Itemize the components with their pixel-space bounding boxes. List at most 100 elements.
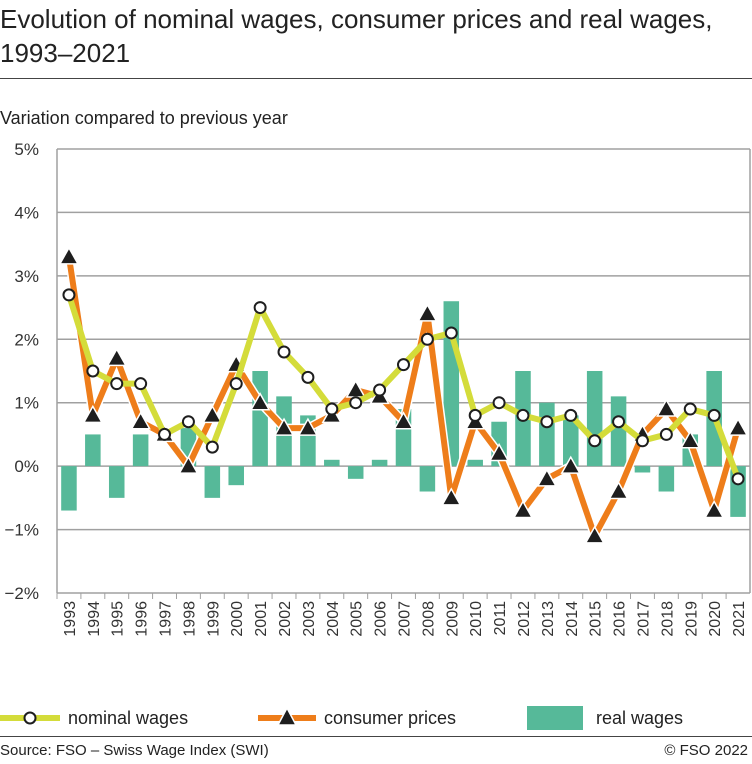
bar-real-wages bbox=[610, 396, 627, 467]
marker-consumer-prices bbox=[273, 417, 295, 436]
bar-real-wages bbox=[539, 402, 555, 467]
y-tick-label: 5% bbox=[14, 140, 39, 159]
bar-real-wages bbox=[563, 415, 579, 467]
x-tick-label: 2001 bbox=[253, 601, 270, 637]
x-tick-label: 2004 bbox=[325, 601, 342, 637]
x-tick-label: 2011 bbox=[492, 601, 509, 636]
y-tick-label: 0% bbox=[14, 457, 39, 476]
marker-nominal-wages bbox=[444, 326, 458, 340]
marker-consumer-prices bbox=[656, 398, 677, 417]
x-tick-label: 2009 bbox=[444, 601, 461, 637]
bar-real-wages bbox=[252, 371, 268, 467]
y-tick-label: 4% bbox=[14, 203, 39, 222]
marker-nominal-wages bbox=[301, 370, 315, 384]
marker-nominal-wages bbox=[468, 408, 482, 422]
marker-nominal-wages bbox=[62, 288, 76, 302]
copyright: © FSO 2022 bbox=[664, 742, 748, 759]
legend-real-label: real wages bbox=[596, 708, 683, 728]
marker-consumer-prices bbox=[512, 500, 534, 519]
x-tick-label: 1993 bbox=[62, 601, 79, 637]
y-tick-label: −2% bbox=[5, 584, 40, 603]
x-tick-label: 1998 bbox=[181, 601, 198, 637]
legend-cpi-label: consumer prices bbox=[324, 708, 456, 728]
line-consumer-prices bbox=[65, 256, 741, 539]
legend-cpi-marker bbox=[276, 706, 298, 726]
x-tick-label: 2012 bbox=[516, 601, 533, 637]
x-tick-label: 2007 bbox=[397, 601, 414, 637]
x-tick-label: 2014 bbox=[564, 601, 581, 637]
x-tick-label: 1995 bbox=[110, 601, 127, 637]
marker-nominal-wages bbox=[325, 402, 339, 416]
x-tick-label: 2000 bbox=[229, 601, 246, 637]
marker-consumer-prices bbox=[727, 417, 749, 436]
x-tick-label: 2019 bbox=[683, 601, 700, 637]
y-tick-label: 2% bbox=[14, 330, 39, 349]
marker-nominal-wages bbox=[158, 427, 172, 441]
y-tick-label: 1% bbox=[14, 394, 39, 413]
bar-real-wages bbox=[419, 466, 436, 492]
bar-real-wages bbox=[108, 466, 125, 498]
line-consumer-prices-halo bbox=[64, 256, 743, 541]
marker-nominal-wages bbox=[659, 427, 673, 441]
marker-nominal-wages bbox=[181, 415, 195, 429]
chart-title: Evolution of nominal wages, consumer pri… bbox=[0, 4, 713, 68]
marker-nominal-wages bbox=[277, 345, 291, 359]
marker-nominal-wages bbox=[731, 472, 745, 486]
y-tick-label: −1% bbox=[5, 521, 40, 540]
x-tick-label: 2021 bbox=[731, 601, 748, 637]
marker-nominal-wages bbox=[420, 332, 434, 346]
x-tick-label: 2018 bbox=[659, 601, 676, 637]
marker-consumer-prices bbox=[679, 430, 701, 449]
bar-real-wages bbox=[85, 434, 101, 467]
chart-subtitle: Variation compared to previous year bbox=[0, 108, 288, 128]
marker-consumer-prices bbox=[58, 246, 80, 265]
x-tick-label: 2016 bbox=[612, 601, 629, 637]
marker-nominal-wages bbox=[588, 434, 602, 448]
marker-consumer-prices bbox=[488, 442, 510, 462]
marker-nominal-wages bbox=[134, 377, 148, 391]
bar-real-wages bbox=[467, 459, 483, 467]
marker-consumer-prices bbox=[608, 480, 629, 500]
marker-consumer-prices bbox=[393, 411, 414, 430]
y-tick-label: 3% bbox=[14, 267, 39, 286]
marker-nominal-wages bbox=[492, 396, 506, 410]
marker-consumer-prices bbox=[560, 455, 582, 474]
marker-consumer-prices bbox=[249, 392, 271, 411]
bar-real-wages bbox=[658, 466, 675, 492]
bar-real-wages bbox=[347, 466, 364, 479]
bar-real-wages bbox=[204, 466, 221, 498]
x-tick-label: 1997 bbox=[158, 601, 175, 637]
x-tick-label: 1999 bbox=[205, 601, 222, 637]
marker-nominal-wages bbox=[612, 415, 626, 429]
x-tick-label: 2008 bbox=[420, 601, 437, 637]
bar-real-wages bbox=[586, 371, 603, 467]
marker-nominal-wages bbox=[253, 301, 267, 315]
marker-nominal-wages bbox=[349, 396, 363, 410]
marker-consumer-prices bbox=[417, 303, 438, 322]
marker-nominal-wages bbox=[707, 408, 721, 422]
bar-real-wages bbox=[324, 459, 340, 467]
x-tick-label: 2020 bbox=[707, 601, 724, 637]
marker-nominal-wages bbox=[205, 440, 219, 454]
legend-nominal-marker bbox=[23, 711, 37, 725]
marker-nominal-wages bbox=[110, 377, 124, 391]
marker-consumer-prices bbox=[130, 411, 151, 430]
marker-consumer-prices bbox=[536, 468, 558, 487]
marker-nominal-wages bbox=[540, 415, 554, 429]
footer-divider bbox=[0, 736, 752, 737]
marker-consumer-prices bbox=[441, 487, 462, 506]
bar-real-wages bbox=[228, 466, 244, 486]
marker-consumer-prices bbox=[106, 347, 128, 367]
x-tick-label: 1996 bbox=[134, 601, 151, 637]
marker-nominal-wages bbox=[373, 383, 387, 397]
bar-real-wages bbox=[634, 466, 651, 473]
x-tick-label: 2006 bbox=[373, 601, 390, 637]
x-tick-label: 2002 bbox=[277, 601, 294, 637]
x-tick-label: 1994 bbox=[86, 601, 103, 637]
marker-nominal-wages bbox=[683, 402, 697, 416]
x-tick-label: 2017 bbox=[635, 601, 652, 637]
bar-real-wages bbox=[132, 434, 149, 467]
x-tick-label: 2003 bbox=[301, 601, 318, 637]
marker-nominal-wages bbox=[564, 408, 578, 422]
